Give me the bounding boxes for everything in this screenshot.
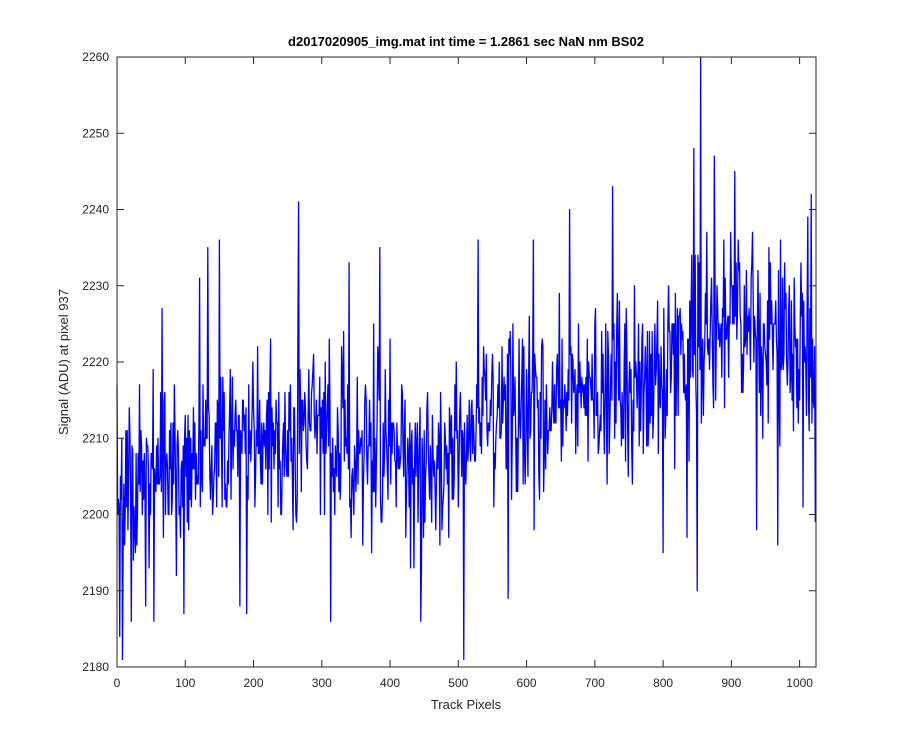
x-tick-label: 500 [448, 676, 468, 690]
x-tick-label: 200 [244, 676, 264, 690]
y-tick-label: 2260 [82, 50, 109, 64]
x-tick-label: 400 [380, 676, 400, 690]
y-axis-label: Signal (ADU) at pixel 937 [56, 289, 71, 435]
x-tick-label: 1000 [786, 676, 813, 690]
x-tick-label: 600 [517, 676, 537, 690]
signal-line [116, 56, 816, 661]
y-axis: 2180 2190 2200 2210 2220 2230 2240 2250 2260 [82, 50, 816, 674]
x-axis-label: Track Pixels [431, 697, 502, 712]
plot-area [116, 56, 817, 668]
x-tick-label: 300 [312, 676, 332, 690]
x-axis: 0 100 200 300 400 500 600 700 800 900 1000 [114, 57, 813, 690]
y-tick-label: 2200 [82, 508, 109, 522]
x-tick-label: 800 [653, 676, 673, 690]
x-tick-label: 700 [585, 676, 605, 690]
x-tick-label: 100 [175, 676, 195, 690]
y-tick-label: 2190 [82, 584, 109, 598]
y-tick-label: 2240 [82, 203, 109, 217]
x-tick-label: 900 [721, 676, 741, 690]
y-tick-label: 2180 [82, 660, 109, 674]
y-tick-label: 2250 [82, 126, 109, 140]
y-tick-label: 2210 [82, 431, 109, 445]
x-tick-label: 0 [114, 676, 121, 690]
y-tick-label: 2230 [82, 279, 109, 293]
series-group [116, 56, 816, 661]
y-tick-label: 2220 [82, 355, 109, 369]
chart-title: d2017020905_img.mat int time = 1.2861 se… [288, 34, 644, 49]
